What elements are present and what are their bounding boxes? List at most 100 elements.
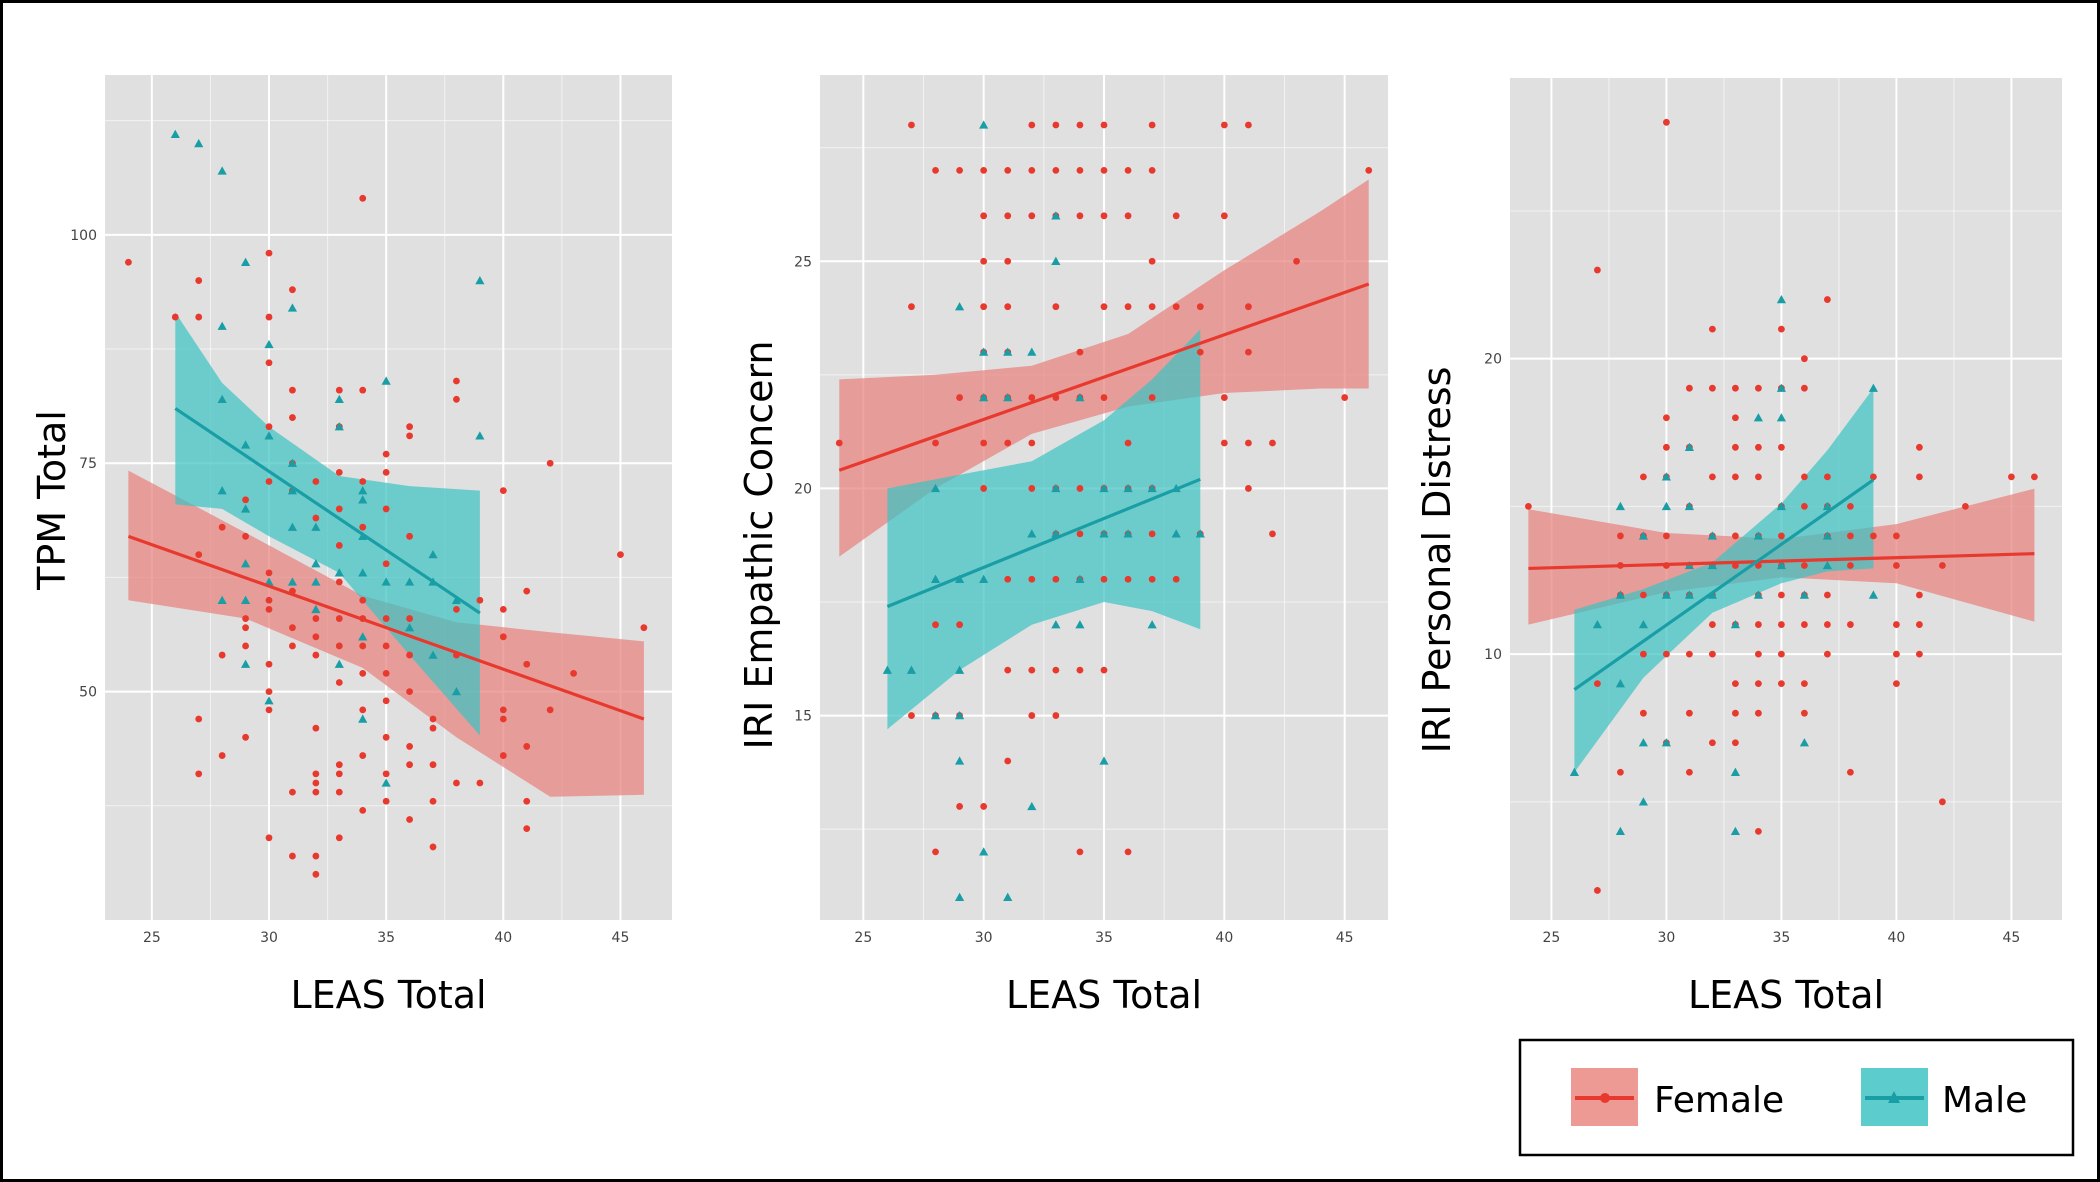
data-point-female — [1124, 167, 1132, 174]
data-point-female — [1893, 621, 1900, 628]
data-point-female — [242, 615, 249, 622]
y-tick-label: 15 — [794, 709, 812, 725]
data-point-female — [335, 761, 343, 769]
data-point-female — [1732, 414, 1739, 422]
data-point-female — [382, 505, 390, 513]
data-point-female — [453, 377, 460, 385]
data-point-female — [289, 386, 296, 394]
data-point-male — [240, 659, 251, 668]
data-point-male — [1730, 767, 1740, 776]
data-point-male — [264, 339, 274, 349]
y-tick-label: 75 — [79, 456, 97, 472]
data-point-female — [1893, 650, 1900, 658]
data-point-female — [476, 596, 484, 604]
data-point-male — [334, 422, 344, 431]
data-point-female — [932, 621, 939, 629]
data-point-female — [1755, 443, 1762, 451]
data-point-male — [1638, 619, 1648, 629]
data-point-female — [1341, 394, 1349, 401]
confidence-band-male — [1574, 388, 1874, 773]
data-point-female — [1663, 414, 1670, 422]
data-point-female — [1124, 848, 1132, 856]
fit-line-male — [174, 407, 481, 615]
data-point-male — [930, 710, 941, 720]
data-point-female — [312, 779, 320, 787]
data-point-female — [359, 752, 367, 759]
data-point-female — [265, 688, 273, 696]
data-point-male — [1051, 256, 1061, 265]
data-point-female — [1052, 303, 1060, 311]
data-point-male — [404, 623, 415, 632]
data-point-male — [1569, 767, 1579, 776]
data-point-female — [1732, 680, 1739, 688]
fit-line-female — [127, 534, 645, 721]
data-point-female — [523, 660, 531, 668]
data-point-female — [1755, 680, 1762, 688]
data-point-female — [956, 621, 963, 629]
data-point-female — [265, 569, 273, 577]
data-point-female — [1148, 530, 1156, 538]
data-point-female — [1824, 473, 1831, 481]
data-point-male — [358, 486, 368, 495]
data-point-female — [429, 724, 437, 732]
data-point-female — [382, 797, 390, 805]
data-point-female — [1076, 348, 1084, 356]
data-point-female — [956, 394, 963, 401]
data-point-female — [1052, 575, 1060, 583]
legend: Female Male — [1518, 1038, 2075, 1157]
x-tick-label: 45 — [2002, 930, 2020, 946]
data-point-female — [1052, 712, 1060, 719]
data-point-male — [979, 392, 989, 402]
data-point-female — [335, 542, 343, 549]
data-point-female — [429, 843, 437, 851]
data-point-female — [1245, 348, 1252, 356]
data-point-male — [1099, 756, 1109, 765]
data-point-female — [1525, 502, 1532, 510]
data-point-male — [979, 347, 989, 356]
data-point-female — [1686, 384, 1693, 392]
data-point-female — [1052, 666, 1060, 674]
data-point-male — [240, 595, 251, 604]
data-point-female — [1617, 532, 1624, 540]
data-point-female — [195, 770, 203, 778]
data-point-female — [1732, 709, 1739, 717]
data-point-female — [1709, 325, 1716, 333]
data-point-male — [358, 568, 368, 577]
x-tick-label: 25 — [854, 930, 872, 946]
data-point-female — [1365, 167, 1373, 174]
data-point-female — [1870, 532, 1877, 540]
data-point-female — [1824, 296, 1831, 303]
data-point-female — [908, 712, 915, 719]
data-point-male — [1868, 590, 1878, 599]
data-point-female — [335, 679, 343, 686]
data-point-male — [287, 522, 298, 531]
data-point-female — [1893, 680, 1900, 688]
data-point-female — [1801, 562, 1808, 569]
data-point-male — [954, 892, 965, 901]
data-point-female — [406, 816, 413, 823]
data-point-male — [1707, 560, 1717, 570]
data-point-male — [311, 577, 321, 586]
data-point-female — [265, 423, 273, 431]
data-point-female — [1124, 575, 1132, 583]
data-point-female — [932, 848, 939, 856]
data-point-male — [954, 710, 965, 720]
data-point-female — [242, 532, 249, 540]
data-point-female — [1916, 621, 1923, 628]
data-point-male — [287, 577, 298, 586]
data-point-male — [954, 756, 965, 765]
data-point-female — [1732, 739, 1739, 747]
data-point-female — [125, 258, 132, 266]
data-point-female — [1686, 709, 1693, 717]
data-point-female — [1028, 666, 1036, 674]
data-point-male — [1730, 826, 1740, 836]
data-point-female — [1962, 502, 1969, 510]
data-point-female — [1732, 443, 1739, 451]
data-point-female — [570, 669, 577, 677]
data-point-female — [1801, 709, 1808, 717]
data-point-female — [2008, 473, 2015, 481]
data-point-female — [1709, 621, 1716, 628]
data-point-female — [956, 803, 963, 810]
data-point-female — [195, 277, 203, 284]
